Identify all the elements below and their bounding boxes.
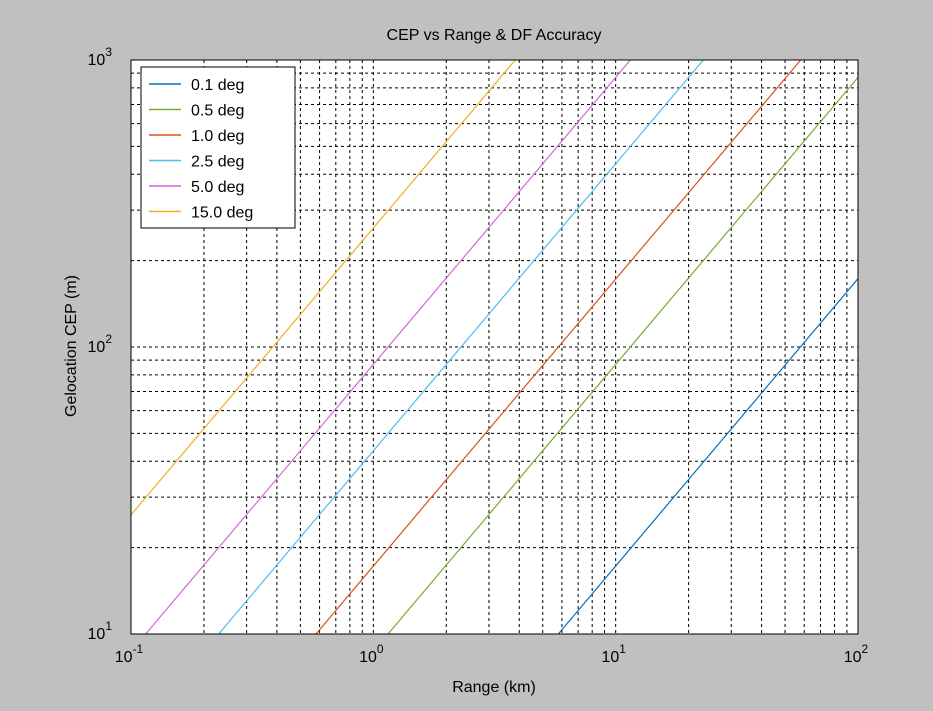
- series-line-4: [218, 60, 704, 634]
- legend-label: 2.5 deg: [191, 154, 244, 171]
- x-tick-label: 10-1: [115, 642, 144, 666]
- legend-label: 5.0 deg: [191, 179, 244, 196]
- y-tick-label: 103: [88, 45, 113, 69]
- x-tick-label: 101: [601, 642, 626, 666]
- legend-label: 0.5 deg: [191, 103, 244, 120]
- series-line-6: [131, 60, 516, 516]
- y-tick-label: 101: [88, 619, 113, 643]
- y-axis-label: Gelocation CEP (m): [63, 275, 80, 417]
- legend-label: 1.0 deg: [191, 128, 244, 145]
- x-tick-label: 102: [844, 642, 869, 666]
- x-axis-label: Range (km): [452, 679, 536, 696]
- chart-title: CEP vs Range & DF Accuracy: [387, 27, 602, 44]
- y-tick-label: 102: [88, 332, 113, 356]
- series-line-3: [315, 60, 802, 634]
- series-line-2: [387, 76, 858, 634]
- legend-box: [140, 66, 296, 229]
- x-tick-label: 100: [359, 642, 384, 666]
- series-line-5: [145, 60, 631, 634]
- axes-box: [130, 59, 859, 635]
- series-group: [131, 60, 858, 634]
- legend-label: 0.1 deg: [191, 77, 244, 94]
- legend-label: 15.0 deg: [191, 205, 253, 222]
- series-line-1: [557, 278, 858, 634]
